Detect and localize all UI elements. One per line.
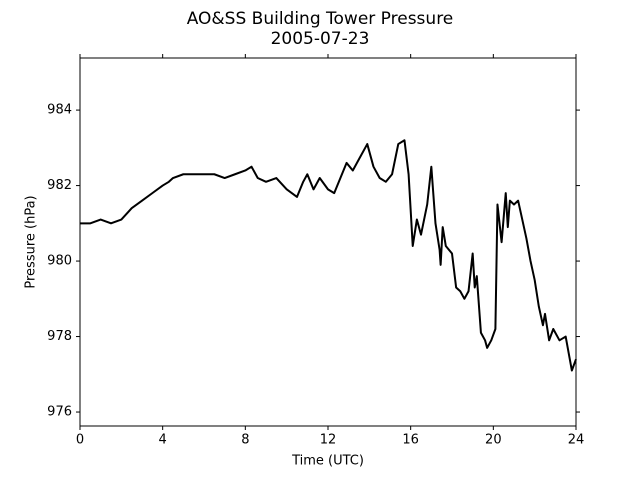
y-axis-label: Pressure (hPa) bbox=[24, 195, 39, 288]
chart-title: AO&SS Building Tower Pressure bbox=[187, 9, 454, 29]
x-tick-label: 8 bbox=[241, 433, 249, 448]
line-series bbox=[80, 139, 577, 372]
x-axis-label: Time (UTC) bbox=[291, 454, 364, 469]
x-tick-label: 16 bbox=[402, 433, 419, 448]
y-tick-label: 980 bbox=[47, 254, 72, 269]
x-tick-label: 4 bbox=[159, 433, 167, 448]
plot-frame bbox=[79, 57, 577, 427]
y-tick-label: 982 bbox=[47, 178, 72, 193]
x-tick-label: 12 bbox=[320, 433, 337, 448]
x-tick-label: 0 bbox=[76, 433, 84, 448]
y-tick-label: 978 bbox=[47, 329, 72, 344]
y-tick-label: 976 bbox=[47, 405, 72, 420]
x-tick-label: 20 bbox=[485, 433, 502, 448]
y-tick-label: 984 bbox=[47, 103, 72, 118]
x-tick-label: 24 bbox=[568, 433, 585, 448]
chart-subtitle: 2005-07-23 bbox=[271, 29, 370, 49]
